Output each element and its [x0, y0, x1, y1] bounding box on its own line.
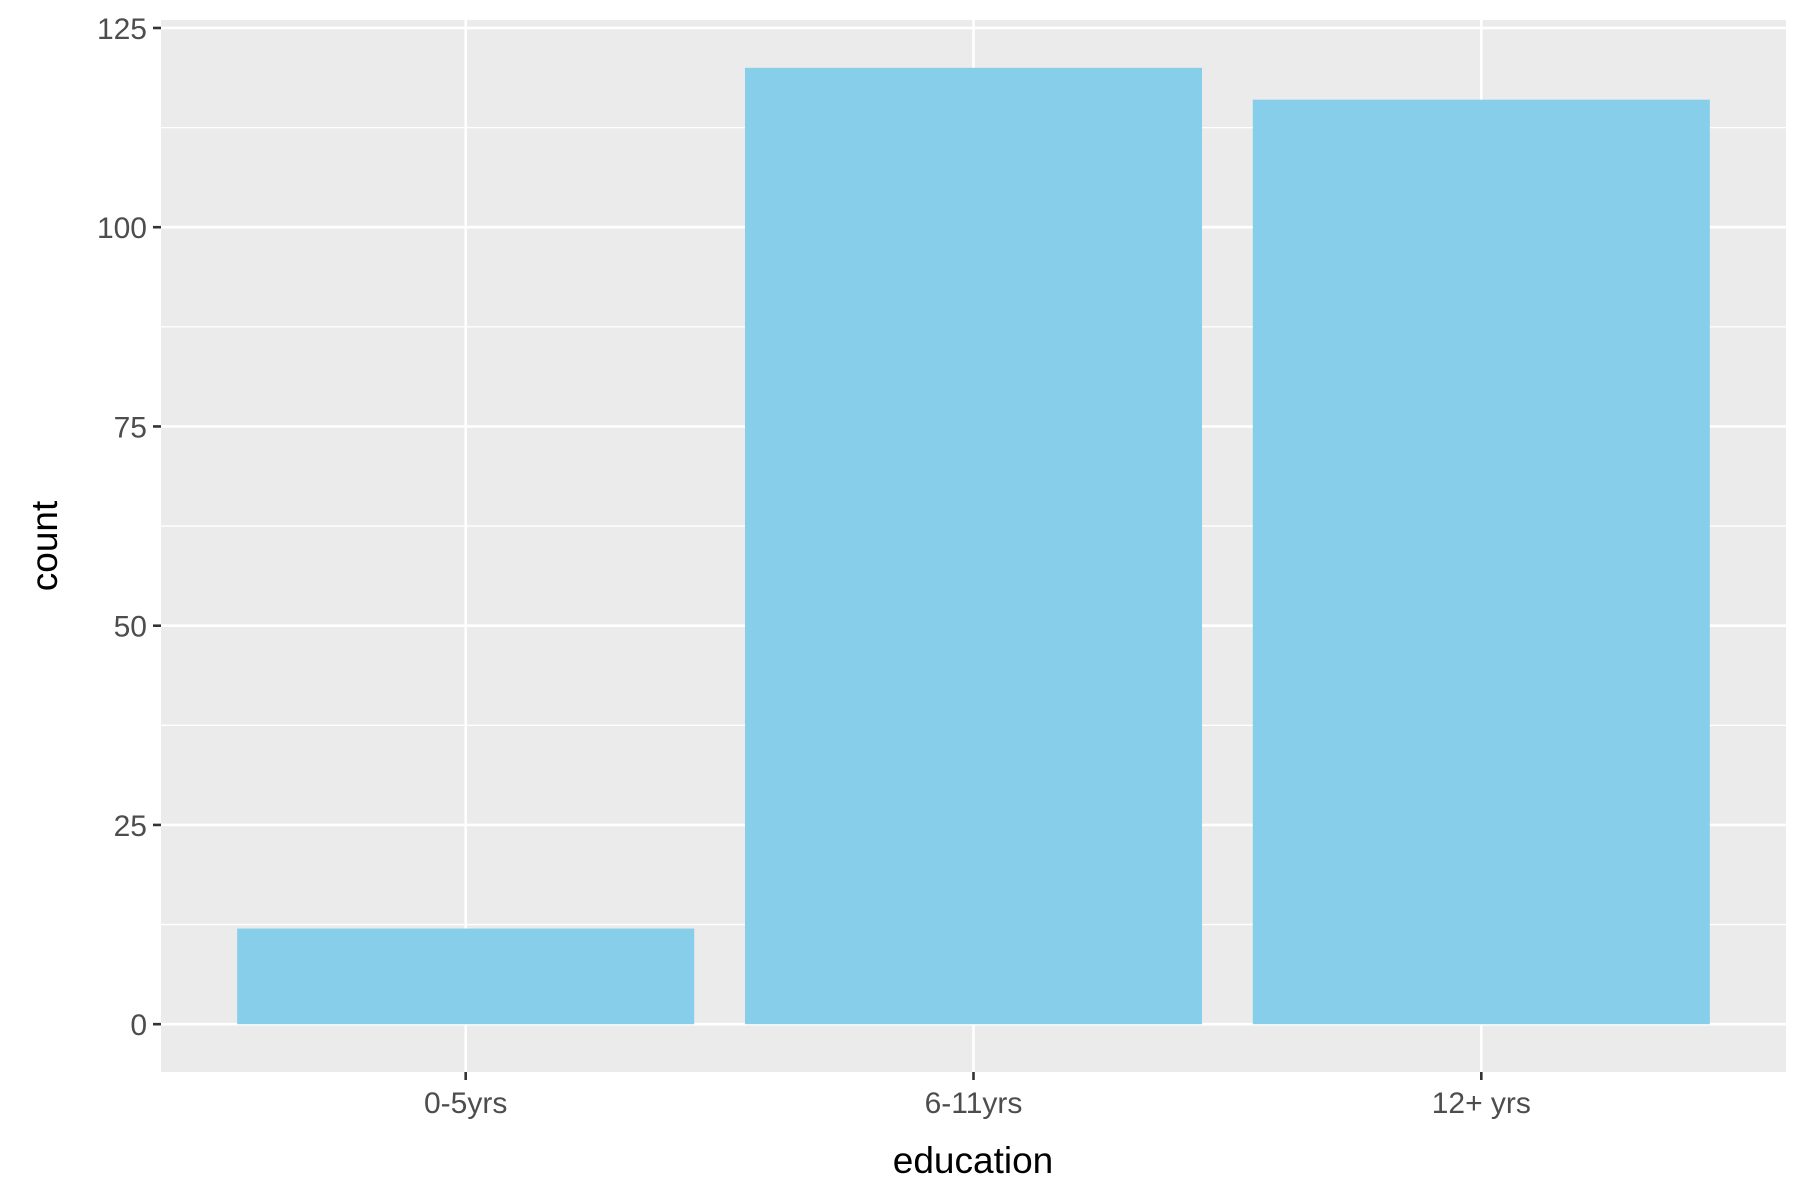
- y-axis-title: count: [24, 500, 65, 591]
- bar: [1252, 99, 1710, 1025]
- y-tick-label: 50: [114, 611, 147, 644]
- y-tick-label: 125: [97, 13, 147, 46]
- y-tick-label: 100: [97, 212, 147, 245]
- y-axis: 0 25 50 75 100 125: [97, 13, 161, 1042]
- bar: [744, 67, 1203, 1025]
- y-tick-label: 25: [114, 810, 147, 843]
- bars: [237, 67, 1710, 1025]
- y-tick-label: 0: [130, 1009, 147, 1042]
- bar: [237, 928, 695, 1025]
- x-tick-label: 12+ yrs: [1432, 1087, 1531, 1120]
- x-tick-label: 6-11yrs: [925, 1087, 1023, 1120]
- y-tick-label: 75: [114, 411, 147, 444]
- x-axis-title: education: [893, 1140, 1053, 1181]
- x-tick-label: 0-5yrs: [424, 1087, 507, 1120]
- x-axis: 0-5yrs 6-11yrs 12+ yrs: [424, 1072, 1531, 1120]
